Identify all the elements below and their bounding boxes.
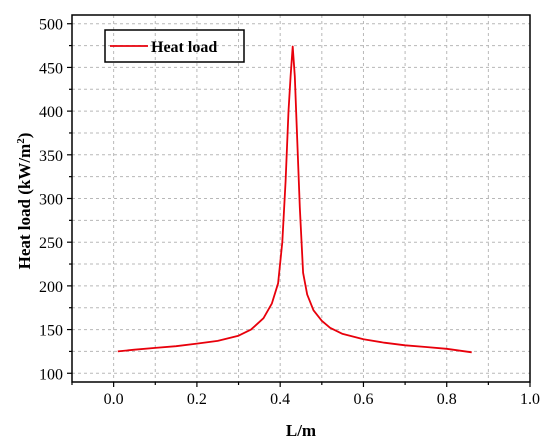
legend: Heat load — [104, 29, 245, 63]
y-tick-label: 450 — [39, 60, 63, 77]
heat-load-series-line — [117, 45, 472, 354]
legend-label-heat-load: Heat load — [151, 39, 217, 56]
y-tick-label: 100 — [39, 366, 63, 383]
y-axis-title-end: ) — [15, 133, 34, 139]
x-tick-label: 0.4 — [270, 391, 290, 408]
x-axis-title: L/m — [286, 421, 316, 440]
x-tick-label: 0.0 — [104, 391, 124, 408]
y-tick-label: 500 — [39, 17, 63, 34]
y-tick-label: 400 — [39, 104, 63, 121]
y-tick-label: 300 — [39, 192, 63, 209]
x-tick-labels: 0.0 0.2 0.4 0.6 0.8 1.0 — [104, 391, 540, 408]
y-axis-title-superscript: 2 — [15, 138, 27, 144]
y-axis-title: Heat load (kW/m2) — [15, 133, 34, 270]
x-tick-label: 0.2 — [187, 391, 207, 408]
y-tick-label: 200 — [39, 279, 63, 296]
y-tick-label: 350 — [39, 148, 63, 165]
legend-box — [104, 29, 245, 63]
y-tick-label: 150 — [39, 323, 63, 340]
x-tick-label: 1.0 — [520, 391, 540, 408]
y-tick-labels: 100 150 200 250 300 350 400 450 500 — [39, 17, 63, 384]
x-tick-label: 0.8 — [437, 391, 457, 408]
grid-lines — [71, 15, 530, 382]
y-axis-title-main: Heat load (kW/m — [15, 144, 34, 270]
axis-ticks — [67, 23, 531, 387]
x-tick-label: 0.6 — [353, 391, 373, 408]
y-tick-label: 250 — [39, 235, 63, 252]
